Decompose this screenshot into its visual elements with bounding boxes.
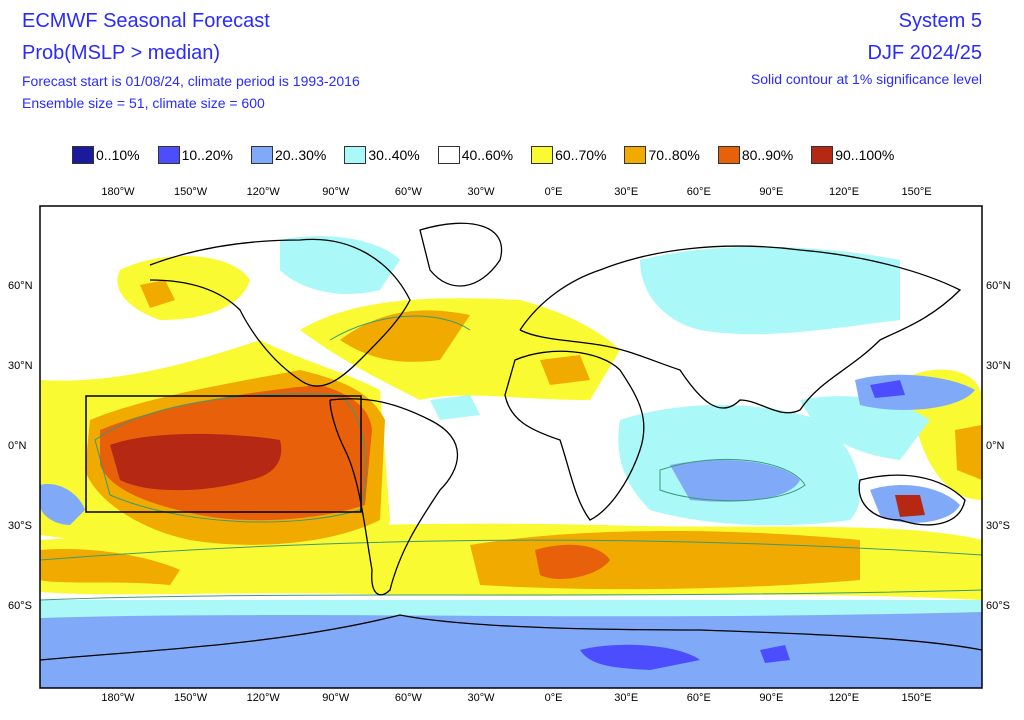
lat-tick-label: 30°S — [986, 520, 1010, 532]
legend-swatch — [157, 146, 180, 164]
legend-swatch — [72, 146, 94, 164]
legend-item: 0..10% — [72, 146, 140, 164]
lon-tick-label: 120°W — [246, 692, 280, 704]
lat-tick-label: 60°S — [8, 600, 32, 612]
lon-tick-label: 120°E — [828, 186, 860, 198]
field-80-90-south — [535, 544, 610, 580]
significance-note: Solid contour at 1% significance level — [750, 71, 982, 87]
legend-swatch — [250, 146, 273, 164]
lat-tick-label: 0°N — [8, 440, 27, 452]
legend-label: 80..90% — [741, 147, 794, 163]
legend-swatch — [624, 146, 647, 164]
legend-item: 90..100% — [811, 146, 894, 164]
legend-swatch — [531, 146, 554, 164]
legend-item: 10..20% — [157, 146, 233, 164]
lon-tick-label: 30°W — [467, 692, 495, 704]
coast-africa — [504, 350, 645, 521]
lat-tick-label: 0°N — [986, 440, 1005, 452]
legend-swatch — [811, 146, 834, 164]
legend-item: 60..70% — [531, 146, 606, 164]
legend-swatch — [344, 146, 367, 164]
lon-tick-label: 90°W — [322, 692, 350, 704]
coast-australia — [858, 474, 966, 526]
lon-tick-label: 90°W — [322, 186, 350, 198]
lon-tick-label: 0°E — [544, 692, 563, 704]
ensemble-info: Ensemble size = 51, climate size = 600 — [22, 95, 265, 111]
lat-tick-label: 60°S — [986, 600, 1010, 612]
map-frame — [39, 205, 983, 689]
coast-south-america — [329, 398, 458, 596]
field-90-100-pacific — [110, 433, 282, 491]
legend-item: 20..30% — [250, 146, 327, 164]
legend-label: 60..70% — [555, 147, 607, 163]
lon-tick-label: 30°W — [467, 186, 495, 198]
legend-label: 30..40% — [368, 147, 420, 163]
legend-label: 20..30% — [274, 147, 327, 163]
legend-item: 70..80% — [624, 146, 700, 164]
legend-label: 0..10% — [96, 147, 140, 163]
lon-tick-label: 60°E — [686, 692, 711, 704]
coast-north-america — [149, 238, 411, 387]
legend-label: 90..100% — [835, 147, 895, 163]
coast-antarctica — [40, 614, 982, 661]
lon-tick-label: 150°E — [901, 186, 932, 198]
legend-item: 30..40% — [344, 146, 420, 164]
nino-region-box — [85, 395, 362, 513]
chart-title: ECMWF Seasonal Forecast — [22, 10, 270, 32]
lon-tick-label: 120°E — [828, 692, 860, 704]
field-20-30-polar — [40, 612, 982, 688]
coast-greenland — [419, 222, 503, 287]
lon-tick-label: 150°W — [174, 186, 208, 198]
lon-tick-label: 90°E — [759, 692, 784, 704]
lat-tick-label: 60°N — [8, 280, 33, 292]
color-legend: 0..10% 10..20% 20..30% 30..40% 40..60% 60..70… — [72, 146, 912, 164]
field-70-80-south — [470, 530, 860, 590]
chart-subtitle: Prob(MSLP > median) — [22, 42, 221, 64]
lon-tick-label: 60°W — [394, 692, 422, 704]
lon-tick-label: 150°E — [901, 692, 932, 704]
legend-label: 10..20% — [181, 147, 233, 163]
lat-tick-label: 30°S — [8, 520, 32, 532]
lon-tick-label: 60°W — [394, 186, 422, 198]
lon-tick-label: 30°E — [614, 692, 639, 704]
lon-tick-label: 30°E — [614, 186, 639, 198]
lon-tick-label: 150°W — [174, 692, 208, 704]
lat-tick-label: 30°N — [8, 360, 33, 372]
legend-swatch — [437, 146, 460, 164]
legend-item: 40..60% — [437, 146, 514, 164]
system-label: System 5 — [898, 10, 982, 32]
lon-tick-label: 120°W — [246, 186, 280, 198]
legend-item: 80..90% — [717, 146, 794, 164]
field-20-30-indian — [670, 460, 800, 502]
lon-tick-label: 180°W — [101, 692, 135, 704]
lon-tick-label: 60°E — [686, 186, 711, 198]
lon-tick-label: 90°E — [759, 186, 784, 198]
legend-swatch — [717, 146, 740, 164]
legend-label: 40..60% — [461, 147, 514, 163]
field-30-40-asia — [640, 246, 900, 335]
lon-tick-label: 0°E — [544, 186, 563, 198]
forecast-info: Forecast start is 01/08/24, climate peri… — [22, 73, 360, 89]
season-label: DJF 2024/25 — [867, 42, 982, 64]
lon-tick-label: 180°W — [101, 186, 135, 198]
lat-tick-label: 30°N — [986, 360, 1011, 372]
lat-tick-label: 60°N — [986, 280, 1011, 292]
legend-label: 70..80% — [648, 147, 700, 163]
coast-europe-asia — [519, 245, 962, 414]
